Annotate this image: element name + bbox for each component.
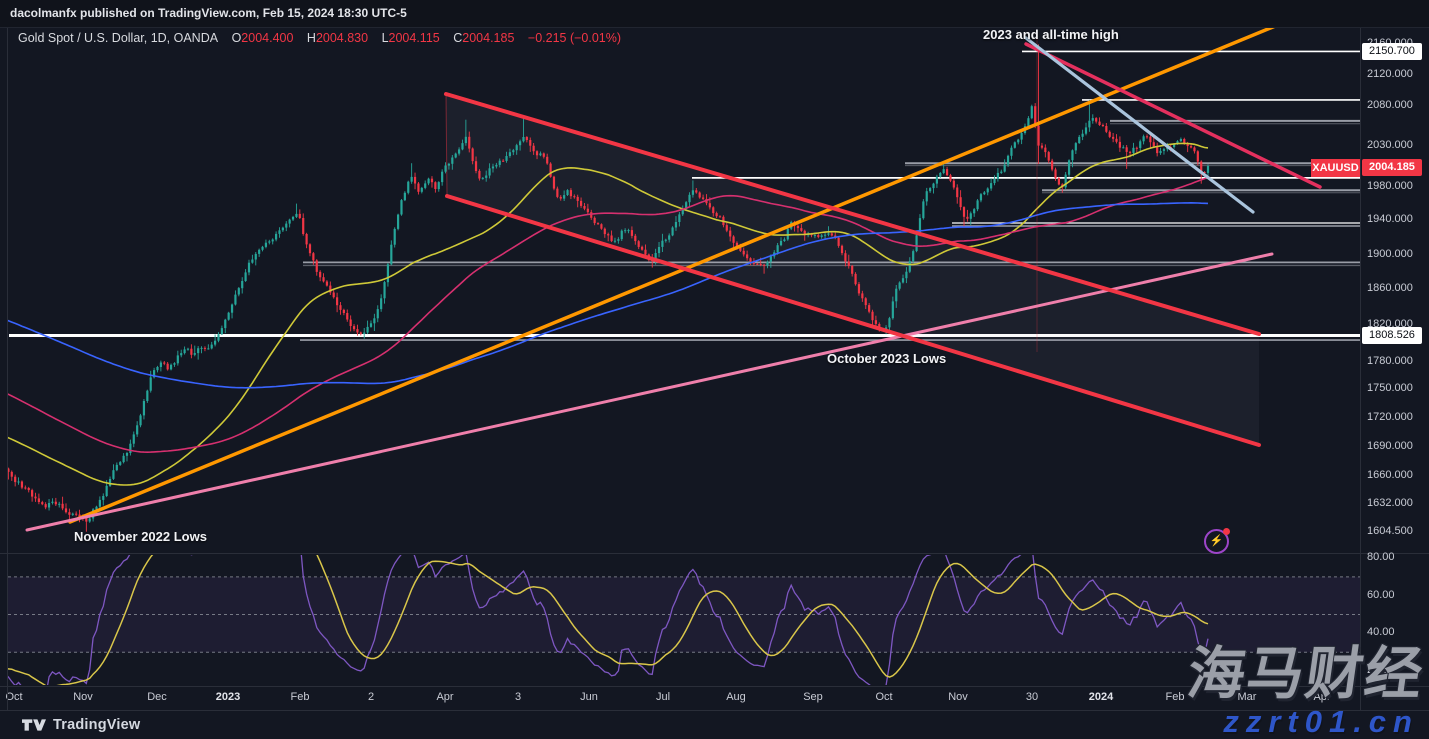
publish-attribution-text: dacolmanfx published on TradingView.com,…: [10, 6, 407, 20]
moving-averages-layer: [8, 142, 1209, 486]
notification-dot-icon: [1223, 528, 1230, 535]
ma-line-100: [8, 176, 1209, 454]
price-axis-label: 2080.000: [1367, 99, 1413, 112]
rsi-line: [8, 555, 1209, 685]
watermark-chinese: 海马财经: [1183, 642, 1429, 706]
time-axis-label: Dec: [147, 691, 167, 703]
price-axis-label: 1604.500: [1367, 524, 1413, 537]
price-scale-border: [1360, 27, 1361, 710]
time-axis-separator: [0, 686, 1429, 687]
publish-info-bar: dacolmanfx published on TradingView.com,…: [0, 0, 1429, 28]
chart-annotation[interactable]: November 2022 Lows: [74, 529, 207, 544]
time-axis-label: 30: [1025, 691, 1039, 703]
footer-separator: [0, 710, 1429, 711]
price-axis-label: 1900.000: [1367, 247, 1413, 260]
watermark-url: zzrt01.cn: [1223, 704, 1419, 739]
time-axis[interactable]: Oct Nov Dec 2023 Feb 2 Apr 3 Jun Jul Aug Sep Oct Nov 3…: [0, 686, 1429, 710]
pane-separator[interactable]: [0, 553, 1429, 554]
time-axis-label: 2024: [1088, 691, 1114, 703]
price-axis-label: 1750.000: [1367, 382, 1413, 395]
legend-change: −0.215 (−0.01%): [527, 31, 622, 45]
time-axis-label: Mar: [1237, 691, 1257, 703]
time-axis-label: Sep: [803, 691, 823, 703]
rsi-band-fill: [8, 576, 1360, 653]
time-axis-label: 2023: [215, 691, 241, 703]
price-axis-label: 1780.000: [1367, 354, 1413, 367]
tradingview-brand-text: TradingView: [53, 717, 141, 733]
ma-line-50: [8, 142, 1209, 486]
trendline-ath-crimson: [1024, 42, 1322, 189]
ma-line-200: [8, 201, 1209, 389]
time-axis-label: 2: [367, 691, 375, 703]
trendline-channel-upper-red: [444, 92, 1261, 336]
chart-annotation[interactable]: 2023 and all-time high: [983, 27, 1119, 42]
time-axis-label: Feb: [290, 691, 310, 703]
price-axis-label: 2120.000: [1367, 68, 1413, 80]
pane-left-border: [7, 27, 8, 710]
tradingview-logo-link[interactable]: TradingView: [22, 717, 140, 733]
time-axis-label: Nov: [948, 691, 968, 703]
price-axis-label: 1860.000: [1367, 282, 1413, 295]
time-axis-label: Nov: [73, 691, 93, 703]
symbol-title: Gold Spot / U.S. Dollar, 1D, OANDA: [18, 31, 219, 45]
time-axis-label: Aug: [726, 691, 746, 703]
candlestick-layer: [8, 44, 1210, 532]
channel-left-edge: [445, 93, 448, 197]
legend-open-label: O: [231, 31, 242, 45]
time-axis-label: 3: [514, 691, 522, 703]
legend-high-label: H: [306, 31, 316, 45]
trendline-ascending-pink: [25, 252, 1274, 532]
rsi-axis-label: 60.00: [1367, 588, 1395, 601]
time-axis-label: Oct: [5, 691, 23, 703]
legend-close-label: C: [453, 31, 463, 45]
price-axis-label: 1980.000: [1367, 179, 1413, 192]
price-axis-label: 1632.000: [1367, 496, 1413, 509]
price-level-label: 2150.700: [1362, 42, 1422, 60]
price-axis-label: 2030.000: [1367, 139, 1413, 152]
time-axis-label: Oct: [875, 691, 893, 703]
trendlines-layer[interactable]: [25, 22, 1322, 532]
price-axis[interactable]: 2160.0002120.0002080.0002030.0001980.000…: [1360, 27, 1429, 710]
rsi-axis-label: 20.00: [1367, 664, 1395, 677]
tradingview-logo-icon: [22, 718, 46, 732]
current-price-label: 2004.185: [1362, 158, 1422, 176]
legend-low-label: L: [381, 31, 389, 45]
time-axis-label: Jun: [580, 691, 598, 703]
flash-icon[interactable]: ⚡: [1204, 528, 1230, 554]
price-axis-label: 1690.000: [1367, 439, 1413, 452]
legend-close-value: 2004.185: [462, 31, 515, 45]
trendline-ath-lightblue: [1024, 36, 1255, 214]
symbol-legend[interactable]: Gold Spot / U.S. Dollar, 1D, OANDA O2004…: [18, 31, 621, 45]
footer-bar: TradingView: [0, 711, 1429, 739]
rsi-axis-label: 80.00: [1367, 551, 1395, 563]
rsi-axis-label: 40.00: [1367, 626, 1395, 639]
price-axis-label: 1660.000: [1367, 468, 1413, 481]
rsi-ma-line: [8, 555, 1209, 685]
time-axis-label: Feb: [1165, 691, 1185, 703]
time-axis-label: Apr: [436, 691, 454, 703]
price-axis-label: 1940.000: [1367, 213, 1413, 226]
time-axis-label: Apr: [1313, 691, 1331, 703]
time-axis-label: Jul: [655, 691, 671, 703]
legend-open-value: 2004.400: [241, 31, 294, 45]
price-level-label: 1808.526: [1362, 326, 1422, 344]
trendline-channel-lower-red: [445, 194, 1261, 447]
trendline-ascending-orange: [68, 28, 1276, 524]
price-axis-label: 1720.000: [1367, 410, 1413, 423]
current-price-symbol-tag: XAUUSD: [1311, 159, 1360, 177]
legend-low-value: 2004.115: [388, 31, 440, 45]
legend-high-value: 2004.830: [315, 31, 369, 45]
rsi-pane: [8, 555, 1360, 685]
chart-annotation[interactable]: October 2023 Lows: [827, 351, 947, 366]
